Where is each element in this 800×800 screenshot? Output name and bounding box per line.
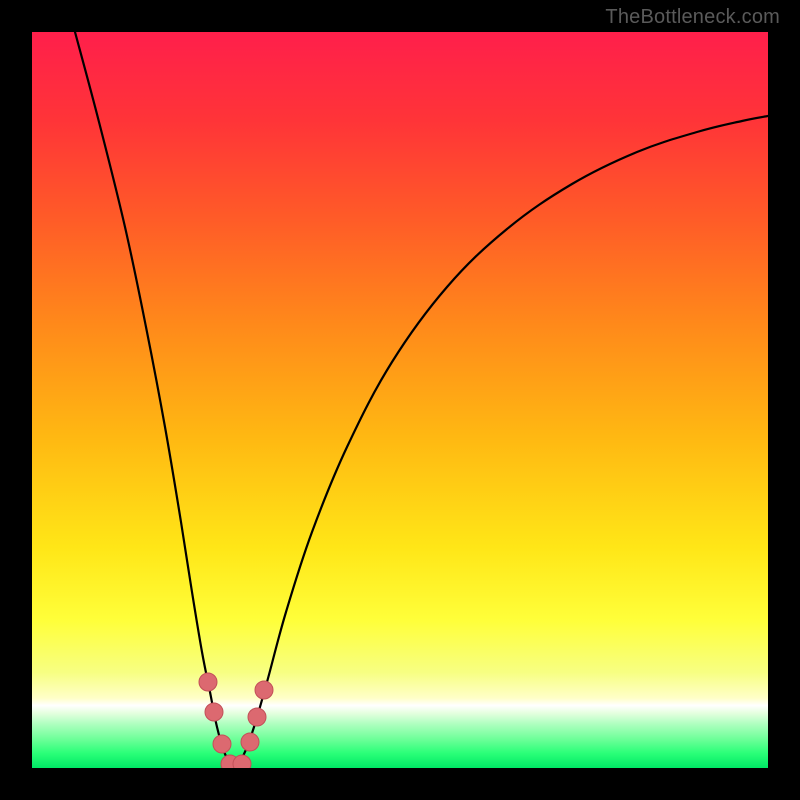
gradient-background [32,32,768,768]
data-marker [241,733,259,751]
chart-frame [0,0,800,800]
watermark-text: TheBottleneck.com [605,6,780,29]
data-marker [255,681,273,699]
plot-area [32,32,768,768]
data-marker [199,673,217,691]
data-marker [233,755,251,768]
data-marker [248,708,266,726]
data-marker [213,735,231,753]
data-marker [205,703,223,721]
